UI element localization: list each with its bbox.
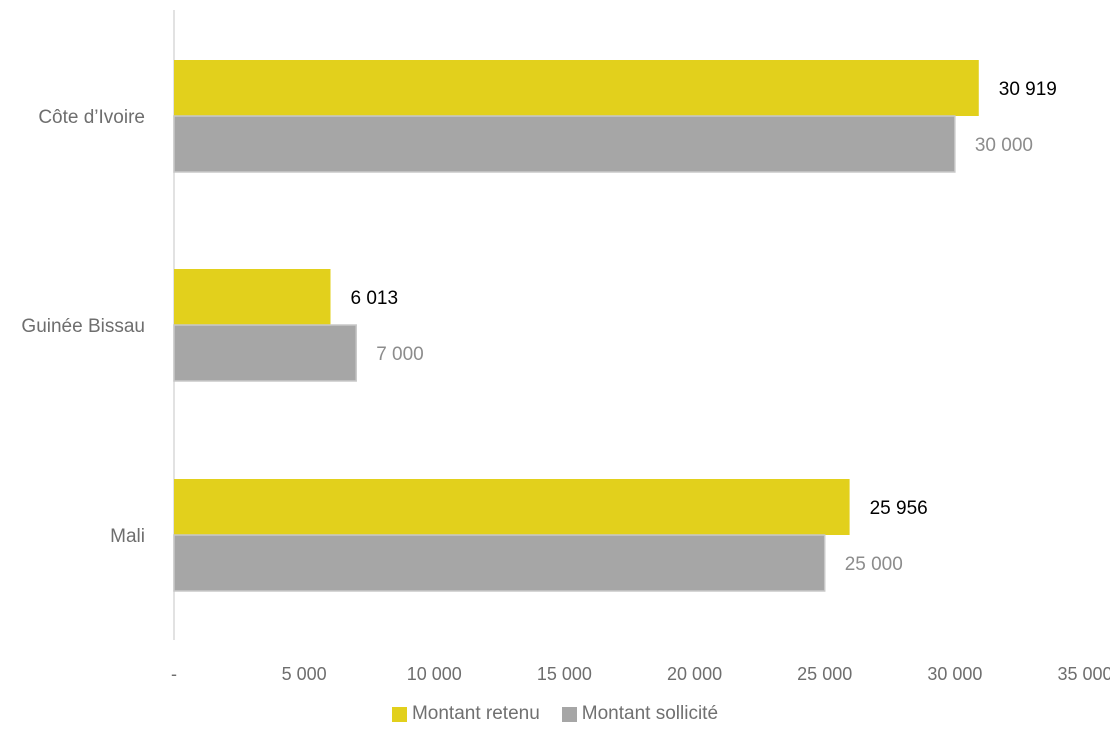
legend-item-sollicite: Montant sollicité (561, 703, 719, 725)
data-label-montant-sollicite-guinee-bissau: 7 000 (376, 344, 424, 365)
data-label-montant-sollicite-cote-d-ivoire: 30 000 (975, 135, 1033, 156)
bar-montant-retenu-mali (174, 479, 850, 535)
x-tick-label-2: 10 000 (407, 664, 462, 684)
data-label-montant-retenu-cote-d-ivoire: 30 919 (999, 79, 1057, 100)
x-tick-label-7: 35 000 (1057, 664, 1110, 684)
legend-swatch-sollicite (561, 706, 577, 722)
x-tick-label-0: - (171, 664, 177, 684)
legend-label-sollicite: Montant sollicité (581, 703, 719, 724)
category-label-mali: Mali (110, 526, 145, 547)
x-tick-label-1: 5 000 (282, 664, 327, 684)
x-tick-label-5: 25 000 (797, 664, 852, 684)
category-label-cote-d-ivoire: Côte d’Ivoire (38, 107, 145, 128)
bar-montant-retenu-cote-d-ivoire (174, 60, 979, 116)
x-tick-label-6: 30 000 (927, 664, 982, 684)
x-tick-label-3: 15 000 (537, 664, 592, 684)
category-labels: Côte d’Ivoire Guinée Bissau Mali (21, 107, 145, 547)
bar-montant-sollicite-cote-d-ivoire (173, 115, 956, 173)
bar-montant-sollicite-mali (173, 534, 826, 592)
category-label-guinee-bissau: Guinée Bissau (21, 316, 145, 337)
bar-montant-retenu-guinee-bissau (174, 269, 331, 325)
legend-swatch-retenu (391, 706, 407, 722)
bars (173, 60, 979, 592)
data-label-montant-retenu-mali: 25 956 (870, 498, 928, 519)
data-label-montant-retenu-guinee-bissau: 6 013 (351, 288, 399, 309)
legend: Montant retenu Montant sollicité (0, 700, 1110, 728)
legend-item-retenu: Montant retenu (391, 703, 540, 725)
data-label-montant-sollicite-mali: 25 000 (845, 554, 903, 575)
legend-label-retenu: Montant retenu (411, 703, 540, 724)
bar-montant-sollicite-guinee-bissau (173, 324, 357, 382)
data-labels: 30 919 6 013 25 956 30 000 7 000 25 000 (351, 79, 1057, 575)
x-tick-label-4: 20 000 (667, 664, 722, 684)
x-axis-tick-labels: - 5 000 10 000 15 000 20 000 25 000 30 000 35 0… (171, 664, 1110, 684)
